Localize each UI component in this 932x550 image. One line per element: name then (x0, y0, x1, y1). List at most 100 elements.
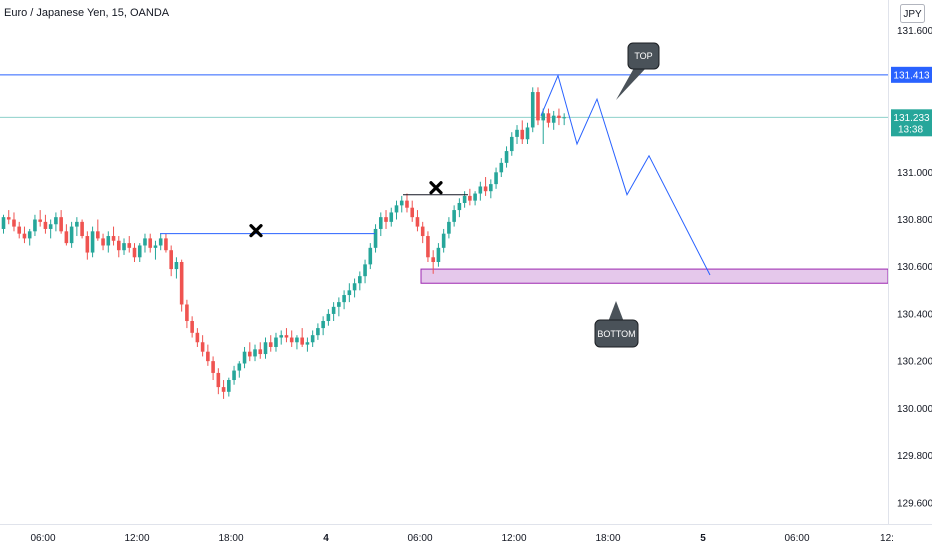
candle-body (27, 231, 32, 239)
candle-body (358, 276, 362, 284)
time-tick-label: 06:00 (30, 533, 55, 544)
candle-body (190, 321, 194, 333)
current-price-tag (891, 109, 932, 137)
candle-body (232, 370, 236, 381)
candle-body (54, 217, 58, 225)
candle-body (164, 238, 168, 251)
candle-body (305, 342, 310, 345)
candle-body (525, 127, 530, 140)
price-tick-label: 130.800 (897, 215, 932, 226)
candle-body (468, 195, 472, 201)
candle-body (300, 337, 304, 345)
candle-body (96, 231, 100, 239)
time-tick-label: 12: (880, 533, 894, 544)
candle-body (530, 92, 535, 128)
candle-body (316, 328, 320, 336)
candle-body (342, 295, 346, 303)
candle-body (389, 212, 394, 222)
candle-body (59, 217, 63, 232)
candle-body (185, 304, 189, 322)
candle-body (22, 233, 27, 239)
candle-body (137, 245, 142, 258)
candle-body (415, 217, 420, 227)
top-callout: TOP (616, 42, 660, 100)
candle-body (373, 228, 378, 248)
candle-body (462, 195, 467, 203)
candle-body (483, 186, 488, 192)
candle-body (64, 231, 69, 244)
candle-body (515, 129, 519, 137)
chart-symbol-title: Euro / Japanese Yen, 15, OANDA (4, 7, 170, 19)
candle-body (216, 372, 221, 388)
candle-body (494, 172, 498, 185)
candle-body (33, 219, 37, 232)
candle-body (268, 342, 273, 347)
time-axis[interactable]: 06:00 12:00 18:00 4 06:00 12:00 18:00 5 06:00 12: (30, 533, 893, 544)
currency-box[interactable]: JPY (900, 4, 925, 23)
candle-body (242, 351, 247, 364)
candle-body (200, 342, 205, 352)
price-tick-label: 130.200 (897, 357, 932, 368)
candle-body (447, 221, 451, 234)
candle-body (363, 264, 367, 277)
candle-body (394, 205, 399, 213)
candle-body (80, 221, 84, 237)
candle-body (347, 290, 352, 296)
candle-body (263, 342, 268, 355)
candle-body (237, 363, 242, 371)
candle-body (122, 243, 126, 251)
bottom-zone-layer (420, 268, 889, 284)
time-tick-label: 12:00 (124, 533, 149, 544)
candle-body (17, 226, 22, 234)
candle-body (504, 151, 509, 163)
top-callout-label: TOP (634, 51, 652, 61)
candle-body (410, 207, 415, 218)
candle-body (457, 202, 462, 211)
price-tick-label: 130.400 (897, 309, 932, 320)
candle-body (111, 236, 116, 241)
candle-body (195, 332, 200, 343)
callouts-layer: TOP BOTTOM (594, 42, 660, 348)
candle-body (38, 219, 42, 222)
candle-body (557, 115, 561, 119)
candle-body (85, 236, 90, 253)
price-axis[interactable]: 131.600 131.000 130.800 130.600 130.400 130.2… (897, 26, 932, 509)
candle-body (499, 162, 504, 173)
candle-body (143, 238, 147, 246)
candles-layer (1, 87, 566, 399)
candle-body (258, 349, 263, 355)
candle-body (169, 250, 173, 270)
candle-body (289, 337, 294, 343)
candle-body (158, 238, 163, 246)
bottom-zone-rect (420, 268, 889, 284)
candle-body (384, 217, 388, 222)
candle-body (116, 240, 121, 251)
candle-body (48, 224, 53, 229)
candle-body (127, 243, 132, 248)
candle-body (279, 335, 284, 338)
candle-body (431, 257, 435, 262)
candle-body (284, 335, 289, 338)
candle-body (473, 193, 477, 201)
time-tick-label: 12:00 (501, 533, 526, 544)
candle-body (153, 245, 158, 248)
candle-body (253, 349, 257, 357)
candle-body (12, 219, 16, 227)
candle-body (148, 238, 153, 248)
candle-body (426, 236, 430, 258)
candle-body (436, 247, 441, 262)
time-tick-label: 18:00 (218, 533, 243, 544)
currency-label: JPY (903, 9, 922, 20)
candle-body (90, 231, 95, 253)
candle-body (69, 226, 74, 244)
top-level-tag (891, 66, 932, 83)
time-tick-label: 5 (700, 533, 706, 544)
candle-body (174, 262, 179, 270)
bottom-callout: BOTTOM (594, 301, 639, 348)
candle-body (321, 321, 325, 329)
candle-body (106, 236, 111, 246)
candle-body (551, 115, 556, 123)
